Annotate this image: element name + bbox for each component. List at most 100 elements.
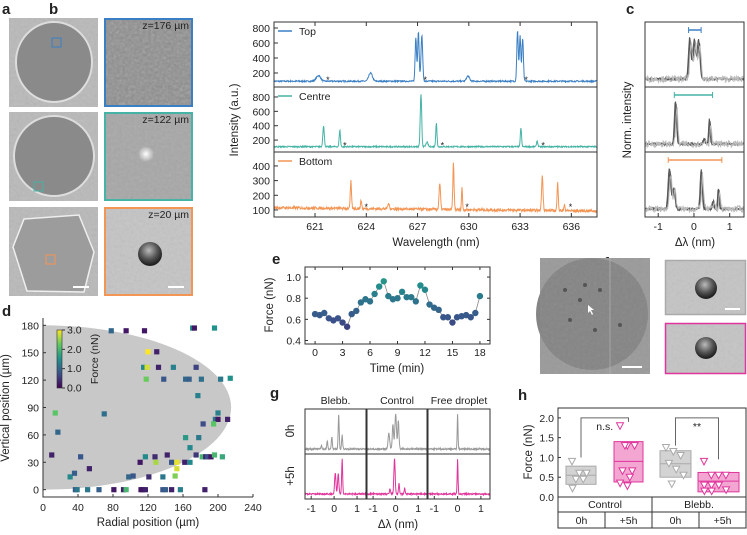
plot-frame xyxy=(304,266,491,345)
y-tick-label: 150 xyxy=(21,348,39,360)
x-tick-label: 0 xyxy=(312,347,318,359)
force-point xyxy=(120,487,127,493)
condition-label: 0h xyxy=(576,515,588,527)
droplet-spot xyxy=(138,146,154,162)
force-point xyxy=(126,474,132,480)
force-point xyxy=(348,310,355,318)
force-point xyxy=(153,459,159,465)
y-tick-label: 600 xyxy=(252,38,270,50)
force-point xyxy=(160,474,166,480)
force-point xyxy=(71,470,78,476)
x-axis-label: Δλ (nm) xyxy=(675,237,715,249)
significance-label: ** xyxy=(693,421,701,433)
force-point xyxy=(78,454,84,460)
force-point xyxy=(123,328,129,334)
force-point xyxy=(444,314,452,321)
y-tick-label: 200 xyxy=(252,135,270,147)
force-point xyxy=(145,349,151,355)
force-point xyxy=(208,454,214,460)
mode-asterisk: * xyxy=(524,75,528,85)
x-tick-label: 621 xyxy=(306,221,324,233)
force-point xyxy=(199,454,205,460)
force-point xyxy=(111,487,117,493)
force-point xyxy=(412,298,420,305)
droplet-dot xyxy=(598,288,602,292)
data-point xyxy=(700,487,709,496)
data-point xyxy=(630,442,639,451)
force-point xyxy=(366,298,374,305)
x-tick-label: 0 xyxy=(393,503,399,515)
zoom-image-1 xyxy=(104,18,193,107)
force-point xyxy=(141,364,147,370)
force-point xyxy=(476,292,484,300)
force-point xyxy=(155,364,162,370)
normalized-spectrum xyxy=(644,41,745,85)
force-point xyxy=(74,487,80,493)
y-tick-label: 0.0 xyxy=(539,492,554,504)
data-point xyxy=(714,481,724,490)
force-point xyxy=(398,288,406,296)
y-tick-label: 100 xyxy=(252,205,270,217)
y-tick-label: 60 xyxy=(27,430,39,442)
spectrum-5h xyxy=(304,458,367,497)
force-point xyxy=(191,325,197,331)
force-point xyxy=(174,459,180,465)
force-point xyxy=(146,474,152,480)
force-point xyxy=(339,319,346,326)
mode-asterisk: * xyxy=(343,141,347,151)
region-marker xyxy=(33,181,44,192)
zoom-image-2 xyxy=(104,112,193,201)
force-point xyxy=(200,421,206,427)
subplot-frame xyxy=(304,453,367,500)
force-point xyxy=(183,435,189,441)
y-tick-label: 0.8 xyxy=(286,293,301,305)
zoom-image-3 xyxy=(104,207,193,296)
x-tick-label: -1 xyxy=(368,503,377,515)
force-point xyxy=(204,454,211,460)
x-axis-label: Radial position (µm) xyxy=(97,517,200,529)
panel-label-b: b xyxy=(49,1,58,18)
force-point xyxy=(160,487,166,493)
y-tick-label: 90 xyxy=(27,403,39,415)
force-point xyxy=(435,306,442,314)
droplet xyxy=(695,277,717,299)
data-point xyxy=(699,457,709,466)
overview-image-3 xyxy=(9,207,98,296)
normalized-spectrum xyxy=(644,101,744,147)
force-point xyxy=(449,319,456,326)
force-point xyxy=(86,466,92,472)
force-point xyxy=(144,364,150,370)
colorbar xyxy=(56,329,63,389)
data-point xyxy=(721,486,731,495)
normalized-spectrum xyxy=(644,40,744,82)
force-point xyxy=(141,328,148,334)
y-tick-label: 600 xyxy=(252,106,270,118)
x-tick-label: 0 xyxy=(331,503,337,515)
data-point xyxy=(706,471,716,480)
force-point xyxy=(154,349,160,355)
data-point xyxy=(615,422,625,431)
data-point xyxy=(667,480,677,489)
force-point xyxy=(183,376,189,382)
y-tick-label: 1.5 xyxy=(539,433,554,445)
x-tick-label: 1 xyxy=(415,503,421,515)
data-point xyxy=(571,475,581,484)
colorbar-tick-label: 1.0 xyxy=(67,363,82,375)
x-tick-label: -1 xyxy=(307,503,316,515)
force-point xyxy=(137,459,143,465)
panel-label-h: h xyxy=(518,387,527,404)
legend-label: Bottom xyxy=(299,156,333,168)
force-point xyxy=(186,376,192,382)
force-point xyxy=(55,429,61,435)
y-tick-label: 200 xyxy=(252,68,270,80)
spectrum-bottom xyxy=(273,162,598,214)
subplot-frame xyxy=(366,453,428,500)
y-tick-label: 0.6 xyxy=(286,314,301,326)
legend-label: Centre xyxy=(299,91,331,103)
x-tick-label: 636 xyxy=(563,221,581,233)
y-tick-label: 2.0 xyxy=(539,413,554,425)
droplet-dot xyxy=(568,318,572,322)
mode-asterisk: * xyxy=(423,75,427,85)
x-tick-label: 12 xyxy=(419,347,431,359)
